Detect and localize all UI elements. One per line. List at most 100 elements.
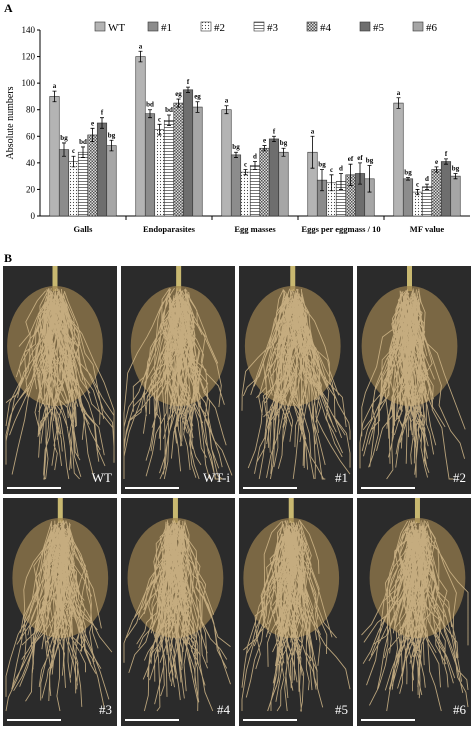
error-bar <box>396 97 401 109</box>
significance-letter: eg <box>194 93 201 101</box>
x-tick-label: Endoparasites <box>143 224 196 234</box>
significance-letter: ef <box>348 155 354 163</box>
error-bar <box>444 158 448 165</box>
roots <box>123 287 233 480</box>
significance-letter: c <box>158 115 161 123</box>
error-bar <box>138 50 143 63</box>
significance-letter: c <box>416 180 419 188</box>
bar <box>431 169 442 217</box>
root-photo: #5 <box>239 498 353 726</box>
roots <box>241 288 351 480</box>
y-tick-label: 20 <box>26 184 36 194</box>
bar <box>192 106 203 217</box>
bar <box>230 154 242 217</box>
significance-letter: bg <box>60 134 68 142</box>
photo-label: WT-i <box>203 470 230 485</box>
error-bar <box>348 163 353 186</box>
significance-letter: c <box>244 161 247 169</box>
y-tick-label: 100 <box>22 78 36 88</box>
significance-letter: eg <box>175 90 182 98</box>
y-axis-label: Absolute numbers <box>5 86 16 159</box>
error-bar <box>434 166 439 173</box>
error-bar <box>52 90 57 103</box>
error-bar <box>81 146 85 158</box>
root-photo: #3 <box>3 498 117 726</box>
y-tick-label: 60 <box>26 131 36 141</box>
bar <box>240 171 251 217</box>
legend-swatch <box>359 21 371 32</box>
significance-letter: a <box>225 97 229 105</box>
error-bar <box>320 169 324 192</box>
error-bar <box>176 98 181 108</box>
significance-letter: d <box>339 164 343 172</box>
error-bar <box>281 147 286 157</box>
root-photo: WT <box>3 266 117 494</box>
x-tick-label: MF value <box>410 224 445 234</box>
bar <box>393 102 404 217</box>
significance-letter: a <box>311 127 315 135</box>
photo-label: #1 <box>335 470 348 485</box>
y-tick-label: 40 <box>26 158 36 168</box>
roots <box>5 520 113 712</box>
error-bar <box>425 183 429 190</box>
photo-label: WT <box>92 470 112 485</box>
x-tick-label: Galls <box>74 224 94 234</box>
legend-swatch <box>147 21 159 32</box>
error-bar <box>453 173 458 180</box>
error-bar <box>253 161 257 170</box>
error-bar <box>310 135 315 169</box>
error-bar <box>71 155 76 168</box>
bar <box>440 161 452 217</box>
y-tick-label: 0 <box>31 211 36 221</box>
bar <box>68 161 79 217</box>
error-bar <box>167 114 171 127</box>
bar <box>182 89 194 217</box>
x-tick-label: Egg masses <box>234 224 276 234</box>
significance-letter: c <box>72 147 75 155</box>
significance-letter: c <box>330 166 333 174</box>
bar <box>268 138 280 217</box>
roots <box>5 287 115 480</box>
significance-letter: bg <box>366 157 374 165</box>
photo-label: #6 <box>453 702 467 717</box>
error-bar <box>148 109 152 119</box>
bar <box>173 102 184 217</box>
legend-label: WT <box>108 22 125 34</box>
y-tick-label: 140 <box>22 25 36 35</box>
y-tick-label: 80 <box>26 105 36 115</box>
error-bar <box>195 101 200 113</box>
y-tick-label: 120 <box>22 52 36 62</box>
significance-letter: bg <box>108 131 116 139</box>
error-bar <box>109 139 114 152</box>
error-bar <box>62 142 66 157</box>
error-bar <box>224 105 229 115</box>
significance-letter: bd <box>146 101 154 109</box>
significance-letter: bg <box>452 164 460 172</box>
significance-letter: bd <box>79 138 87 146</box>
bar <box>77 151 89 217</box>
roots <box>361 520 469 712</box>
significance-letter: a <box>397 89 401 97</box>
legend-label: #6 <box>426 22 438 34</box>
error-bar <box>329 174 334 192</box>
error-bar <box>100 117 104 129</box>
root-photo: #1 <box>239 266 353 494</box>
photo-label: #2 <box>453 470 466 485</box>
significance-letter: e <box>435 158 438 166</box>
significance-letter: e <box>263 137 266 145</box>
panel-label: A <box>4 1 13 15</box>
bar <box>402 178 414 217</box>
significance-letter: bd <box>165 106 173 114</box>
bar <box>154 129 165 217</box>
roots <box>359 288 466 480</box>
bar <box>450 175 461 217</box>
significance-letter: bg <box>232 143 240 151</box>
significance-letter: d <box>425 175 429 183</box>
error-bar <box>406 177 410 181</box>
significance-letter: a <box>53 82 57 90</box>
significance-letter: ef <box>357 154 363 162</box>
error-bar <box>367 165 372 193</box>
bar <box>421 186 433 217</box>
bar <box>163 120 175 217</box>
significance-letter: e <box>91 119 94 127</box>
